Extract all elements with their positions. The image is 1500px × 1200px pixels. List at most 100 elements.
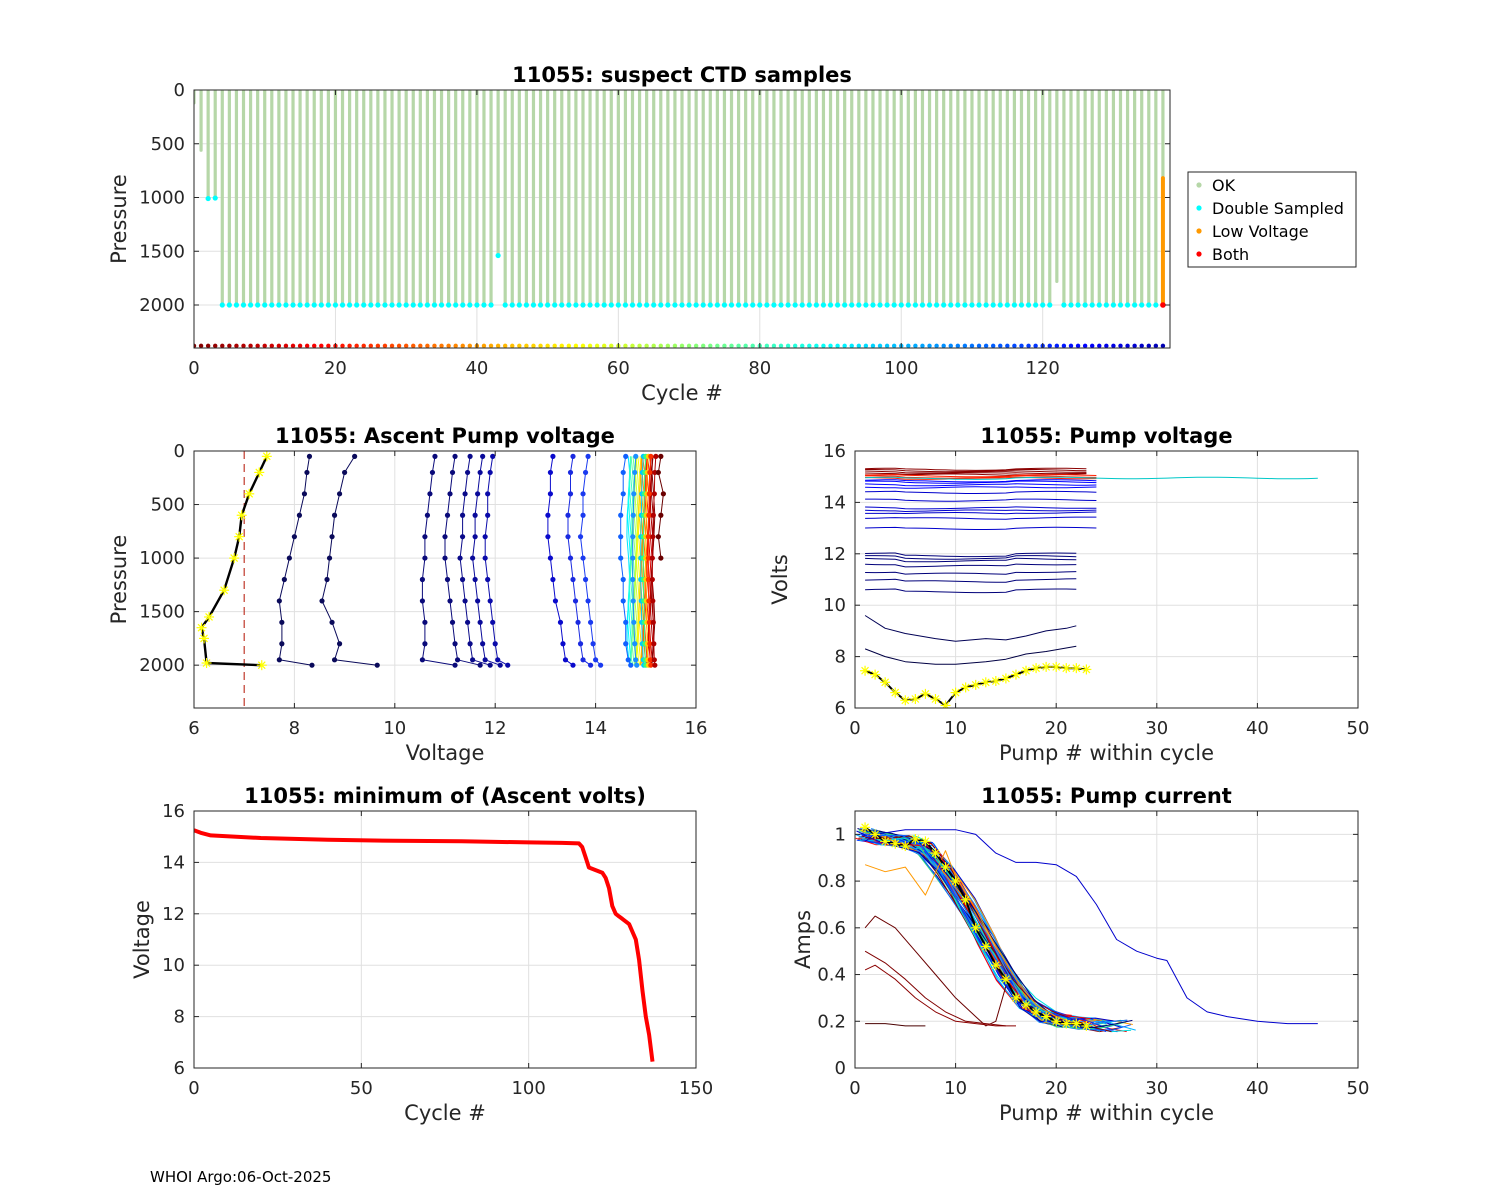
legend: OK Double Sampled Low Voltage Both xyxy=(1187,171,1357,268)
y-tick-label: 0 xyxy=(174,441,185,462)
double-sampled-point xyxy=(255,302,261,308)
cycle-marker xyxy=(891,343,897,348)
chart-title: 11055: Ascent Pump voltage xyxy=(275,424,615,448)
double-sampled-point xyxy=(233,302,240,308)
profile-point xyxy=(580,555,586,561)
profile-point xyxy=(301,491,308,497)
pump-voltage-line xyxy=(865,555,1077,560)
cycle-marker xyxy=(1075,343,1081,348)
double-sampled-point xyxy=(601,302,607,308)
double-sampled-point xyxy=(912,302,918,308)
profile-point xyxy=(472,534,478,540)
profile-star xyxy=(256,660,267,671)
cycle-marker xyxy=(877,343,883,348)
profile-point xyxy=(432,453,438,459)
star-stroke xyxy=(1022,666,1030,675)
plot-background xyxy=(855,451,1358,708)
cycle-marker xyxy=(446,343,451,348)
cycle-marker xyxy=(304,343,310,348)
star-stroke xyxy=(262,452,271,461)
cycle-marker xyxy=(241,343,246,348)
profile-point xyxy=(587,662,594,668)
star-stroke xyxy=(1032,664,1041,673)
current-star xyxy=(900,841,911,852)
profile-point xyxy=(449,469,456,476)
double-sampled-point xyxy=(361,302,367,308)
profile-point xyxy=(319,598,325,604)
profile-point xyxy=(485,491,491,497)
double-sampled-point xyxy=(1146,302,1152,308)
double-sampled-point xyxy=(523,302,530,308)
cycle-marker xyxy=(262,343,267,348)
cycle-marker xyxy=(906,343,911,348)
profile-point xyxy=(650,534,656,540)
star-stroke xyxy=(971,923,980,932)
profile-point xyxy=(324,576,330,583)
x-tick-label: 40 xyxy=(465,358,488,379)
profile-point xyxy=(620,491,626,497)
cycle-marker xyxy=(708,343,713,348)
pump-voltage-line xyxy=(865,571,1077,575)
ascent-chart: 6 8 10 12 14 16 0 500 1000 1500 2000 11055: Ascent … xyxy=(107,424,707,765)
cycle-marker xyxy=(382,343,388,348)
profile-point xyxy=(652,662,658,668)
profile-point xyxy=(565,534,571,540)
profile-point xyxy=(547,491,554,497)
profile-line xyxy=(640,456,645,666)
legend-marker xyxy=(1196,205,1202,211)
cycle-marker xyxy=(453,343,458,348)
double-sampled-point xyxy=(332,302,339,308)
star-stroke xyxy=(861,666,869,675)
star-stroke xyxy=(1052,1017,1061,1026)
double-sampled-point xyxy=(806,302,812,308)
profile-point xyxy=(630,512,636,518)
cycle-marker xyxy=(524,343,529,348)
pump-voltage-star xyxy=(1000,673,1011,684)
star-stroke xyxy=(257,661,266,670)
profile-point xyxy=(570,662,576,668)
star-stroke xyxy=(202,659,211,667)
profile-point xyxy=(632,641,638,647)
pump-voltage-star xyxy=(1081,664,1092,675)
profile-point xyxy=(422,641,428,647)
profile-point xyxy=(475,491,481,497)
x-tick-label: 40 xyxy=(1246,1078,1269,1099)
profile-point xyxy=(342,469,348,476)
pump-voltage-star xyxy=(970,679,981,690)
profile-star xyxy=(254,467,265,478)
cycle-marker xyxy=(213,343,218,348)
star-stroke xyxy=(971,680,980,689)
cycle-marker xyxy=(1047,343,1052,348)
profile-line xyxy=(444,456,481,666)
pump-voltage-line xyxy=(865,526,1097,530)
star-stroke xyxy=(911,695,920,703)
star-stroke xyxy=(1012,670,1020,679)
profile-point xyxy=(582,576,589,583)
profile-point xyxy=(497,662,503,668)
x-tick-label: 30 xyxy=(1145,1078,1168,1099)
profile-point xyxy=(620,598,626,604)
pump-voltage-star xyxy=(930,694,941,705)
axes-box xyxy=(193,450,697,709)
profile-point xyxy=(482,534,488,540)
double-sampled-point xyxy=(559,302,565,308)
double-sampled-point xyxy=(891,302,897,308)
x-tick-label: 20 xyxy=(1045,1078,1068,1099)
y-tick-label: 1000 xyxy=(139,188,185,209)
star-stroke xyxy=(1062,1019,1071,1028)
profile-point xyxy=(587,619,594,625)
cycle-marker xyxy=(460,343,465,348)
profile-point xyxy=(631,491,637,497)
legend-marker xyxy=(1196,251,1202,257)
double-sampled-point xyxy=(884,302,890,308)
double-sampled-point xyxy=(877,302,883,308)
pump-voltage-star xyxy=(1031,663,1042,674)
double-sampled-point xyxy=(1068,302,1074,308)
profile-point xyxy=(331,657,338,663)
y-tick-label: 6 xyxy=(174,1058,185,1079)
profile-point xyxy=(651,641,657,647)
profile-point xyxy=(651,657,657,663)
star-stroke xyxy=(1001,674,1010,683)
current-line xyxy=(864,950,1006,1027)
cycle-marker xyxy=(962,343,968,348)
